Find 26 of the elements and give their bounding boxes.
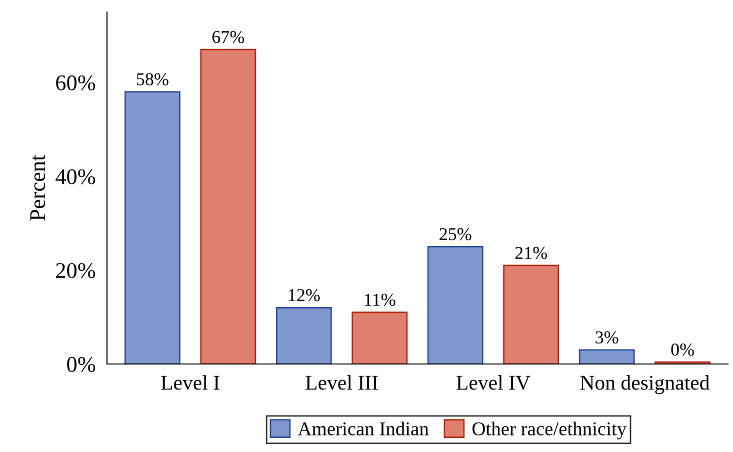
bar: [578, 349, 635, 364]
y-tick-label: 40%: [56, 169, 96, 184]
x-tick-label: Non designated: [580, 375, 710, 394]
data-label: 12%: [288, 289, 320, 302]
data-label: 21%: [515, 246, 548, 260]
bar: [200, 48, 256, 364]
y-tick-label: 60%: [56, 75, 96, 90]
bar: [124, 91, 180, 364]
y-tick-label: 0%: [67, 356, 96, 372]
data-label: 11%: [365, 294, 396, 306]
legend-label: American Indian: [298, 422, 429, 436]
bar: [427, 246, 484, 364]
bar: [352, 312, 408, 364]
data-label: 0%: [671, 343, 694, 356]
bar: [276, 306, 332, 364]
data-label: 25%: [440, 228, 472, 240]
data-label: 3%: [596, 331, 618, 344]
data-label: 58%: [136, 73, 168, 86]
bar: [503, 264, 560, 364]
x-tick-label: Level III: [306, 375, 378, 390]
y-axis-title: Percent: [30, 154, 46, 221]
y-tick-label: 20%: [56, 263, 96, 278]
x-tick-label: Level I: [161, 375, 220, 390]
legend-label: Other race/ethnicity: [472, 422, 627, 440]
x-tick-label: Level IV: [456, 375, 530, 390]
data-label: 67%: [212, 30, 244, 44]
